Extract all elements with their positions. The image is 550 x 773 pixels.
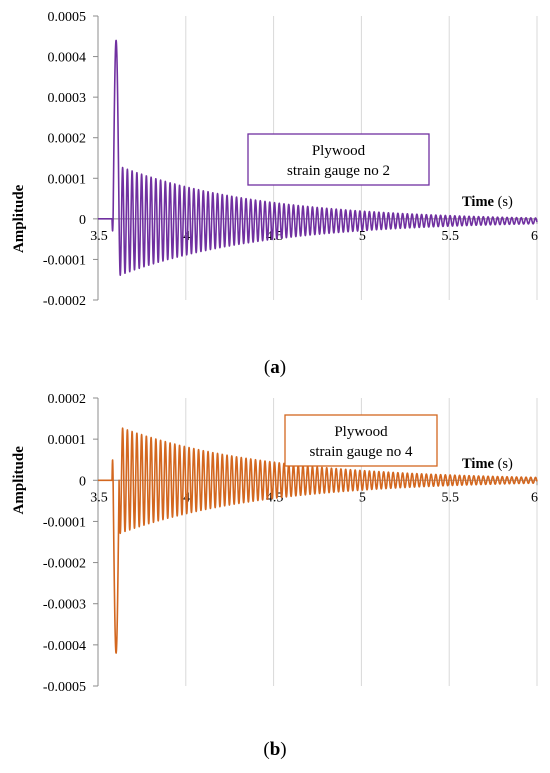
x-axis-title: Time (s) [462,194,513,210]
chart-panel-b: -0.0005 -0.0004 -0.0003 -0.0002 -0.0001 0 0.00… [11,392,538,760]
y-tick-label: 0 [79,474,86,489]
legend-text-line: Plywood [312,143,366,159]
panel-caption-part: ( [264,357,270,378]
x-tick-label: 6 [531,229,538,244]
x-tick-label: 4.5 [266,229,284,244]
y-tick-label: 0.0002 [48,392,87,407]
x-tick-label: 6 [531,490,538,505]
y-axis-title: Amplitude [11,446,27,515]
y-tick-label: 0 [79,213,86,228]
y-tick-label: 0.0001 [48,172,87,187]
x-axis-title-unit: (s) [494,456,513,472]
panel-caption-part: b [270,739,281,760]
x-axis-title-bold: Time [462,194,495,210]
y-tick-label: -0.0004 [43,639,86,654]
y-tick-label: -0.0003 [43,598,86,613]
y-tick-label: 0.0001 [48,433,87,448]
x-tick-label: 5 [359,229,366,244]
chart-panel-a: -0.0002 -0.0001 0 0.0001 0.0002 0.0003 0.0004 0… [11,10,538,378]
panel-caption: (a) [264,357,286,378]
y-tick-label: -0.0005 [43,680,86,695]
panel-caption-part: ( [263,739,269,760]
y-tick-label: -0.0001 [43,515,86,530]
x-axis-title-unit: (s) [494,194,513,210]
legend-text-line: strain gauge no 4 [310,444,413,460]
x-tick-label: 5 [359,490,366,505]
y-tick-label: 0.0004 [48,51,87,66]
x-axis-title-bold: Time [462,456,495,472]
x-axis-title: Time (s) [462,456,513,472]
series-line [97,39,538,276]
panel-caption: (b) [263,739,286,760]
legend-box [247,133,430,186]
x-tick-label: 5.5 [441,229,459,244]
legend-text-line: strain gauge no 2 [287,163,390,179]
series-line [97,427,538,654]
x-tick-label: 3.5 [90,229,108,244]
y-tick-label: 0.0003 [48,91,87,106]
legend-text-line: Plywood [334,424,388,440]
legend-box [284,414,438,467]
y-tick-label: 0.0002 [48,132,87,147]
x-tick-label: 4.5 [266,490,284,505]
panel-caption-part: a [270,357,280,378]
panel-caption-part: ) [280,739,286,760]
y-tick-label: -0.0001 [43,253,86,268]
x-tick-label: 3.5 [90,490,108,505]
y-axis-title: Amplitude [11,184,27,253]
y-tick-label: 0.0005 [48,10,87,25]
x-tick-label: 5.5 [441,490,459,505]
y-tick-label: -0.0002 [43,557,86,572]
panel-caption-part: ) [280,357,286,378]
y-tick-label: -0.0002 [43,294,86,309]
